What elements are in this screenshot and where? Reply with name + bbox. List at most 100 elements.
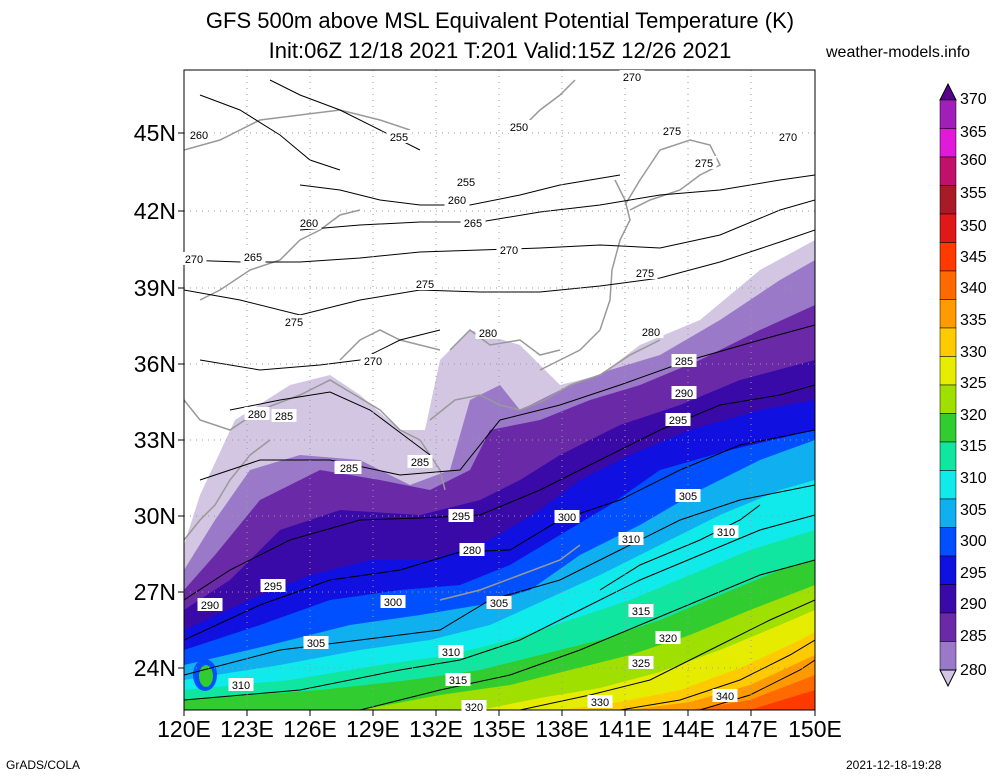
colorbar-label: 315 [960, 438, 987, 455]
contour-label: 305 [307, 638, 325, 650]
contours [184, 79, 815, 710]
colorbar-label: 330 [960, 344, 987, 361]
lat-label-33n: 33N [133, 427, 176, 453]
colorbar-label: 360 [960, 152, 987, 169]
colorbar-swatch [939, 356, 957, 386]
contour-labels: 270 260 255 250 275 270 255 260 260 265 270 270 265 2… [181, 70, 801, 714]
contour-label: 270 [779, 132, 797, 144]
colorbar-label: 325 [960, 375, 987, 392]
contour-label-bg [240, 250, 266, 263]
contour-label-bg [459, 543, 485, 556]
colorbar-swatch [939, 441, 957, 471]
colorbar-swatch [939, 384, 957, 414]
contour-label-bg [638, 325, 664, 338]
contour-label-bg [655, 631, 681, 644]
contour-label-bg [628, 656, 654, 669]
contour-label-bg [628, 604, 654, 617]
lon-label-129e: 129E [346, 716, 400, 742]
lat-label-45n: 45N [133, 120, 176, 146]
contour-label: 255 [390, 132, 408, 144]
contour-label-bg [675, 489, 701, 502]
contour-label-bg [281, 315, 307, 328]
contour-label-bg [486, 596, 512, 609]
contour-label-bg [587, 695, 613, 708]
colorbar-label: 355 [960, 185, 987, 202]
colorbar-label: 290 [960, 596, 987, 613]
colorbar-swatch [939, 213, 957, 243]
lat-label-24n: 24N [133, 655, 176, 681]
contour-label-bg [665, 413, 691, 426]
contour-label: 310 [622, 534, 640, 546]
colorbar-swatch [939, 156, 957, 186]
theta-e-fill [184, 70, 815, 710]
contour-label-bg [775, 130, 801, 143]
contour-label: 275 [285, 317, 303, 329]
contour-label: 280 [642, 327, 660, 339]
colorbar-label: 305 [960, 502, 987, 519]
contour-label: 300 [384, 597, 402, 609]
contour-label-bg [618, 532, 644, 545]
contour-label-bg [271, 409, 297, 422]
lon-label-144e: 144E [661, 716, 715, 742]
contour-label: 305 [679, 491, 697, 503]
colorbar-swatch [939, 327, 957, 357]
colorbar-label: 335 [960, 312, 987, 329]
contour-label-bg [453, 175, 479, 188]
contour-label: 295 [264, 581, 282, 593]
lat-label-27n: 27N [133, 579, 176, 605]
contour-label-bg [671, 386, 697, 399]
colorbar-label: 310 [960, 470, 987, 487]
contour-label: 250 [510, 122, 528, 134]
colorbar-label: 300 [960, 533, 987, 550]
grads-credit: GrADS/COLA [6, 758, 81, 772]
colorbar-swatch [939, 185, 957, 215]
contour-label-bg [444, 193, 470, 206]
colorbar-swatch [939, 99, 957, 129]
contour-label: 275 [663, 126, 681, 138]
contour-label-bg [438, 645, 464, 658]
contour-label: 295 [669, 415, 687, 427]
colorbar-label: 340 [960, 280, 987, 297]
colorbar-swatch [939, 555, 957, 585]
colorbar-swatch [939, 527, 957, 557]
lon-label-135e: 135E [472, 716, 526, 742]
lon-label-120e: 120E [157, 716, 211, 742]
contour-label-bg [712, 689, 738, 702]
lat-label-39n: 39N [133, 275, 176, 301]
contour-label: 310 [232, 680, 250, 692]
colorbar-swatch [939, 498, 957, 528]
contour-label: 285 [340, 463, 358, 475]
contour-label-bg [671, 354, 697, 367]
contour-label: 275 [695, 158, 713, 170]
contour-label-bg [506, 120, 532, 133]
contour-label: 320 [465, 702, 483, 714]
contour-label: 285 [411, 457, 429, 469]
colorbar [939, 82, 957, 688]
contour-label: 310 [717, 527, 735, 539]
colorbar-arrow-top [939, 82, 957, 101]
contour-label-bg [448, 509, 474, 522]
contour-label-bg [554, 510, 580, 523]
timestamp: 2021-12-18-19:28 [846, 758, 942, 772]
site-credit: weather-models.info [826, 44, 971, 61]
contour-label-bg [632, 266, 658, 279]
contour-label-bg [360, 354, 386, 367]
contour-label: 270 [364, 356, 382, 368]
contour-label-bg [713, 525, 739, 538]
colorbar-label: 320 [960, 407, 987, 424]
contour-label: 280 [248, 409, 266, 421]
contour-label: 270 [623, 72, 641, 84]
colorbar-arrow-bottom [939, 669, 957, 688]
colorbar-label: 370 [960, 91, 987, 108]
contour-label-bg [496, 243, 522, 256]
lon-label-126e: 126E [283, 716, 337, 742]
contour-label: 275 [636, 268, 654, 280]
lat-label-36n: 36N [133, 351, 176, 377]
contour-label-bg [181, 252, 207, 265]
contour-label: 320 [659, 633, 677, 645]
map-title: GFS 500m above MSL Equivalent Potential … [205, 8, 795, 33]
colorbar-swatch [939, 641, 957, 671]
lat-label-30n: 30N [133, 503, 176, 529]
contour-label-bg [445, 673, 471, 686]
contour-label: 270 [500, 245, 518, 257]
